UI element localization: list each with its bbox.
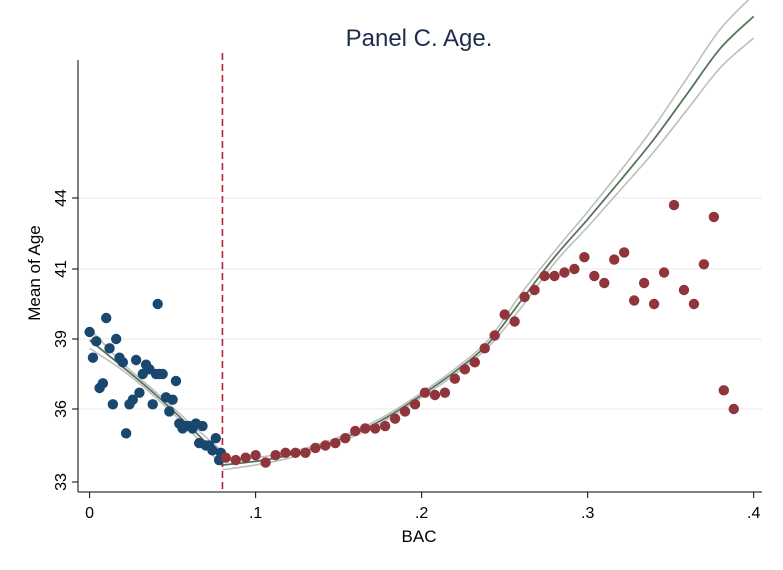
fit-line-left bbox=[89, 339, 224, 460]
data-point bbox=[429, 389, 441, 401]
data-point bbox=[110, 333, 122, 345]
y-axis-label: Mean of Age bbox=[25, 225, 44, 320]
data-point bbox=[330, 437, 341, 449]
data-point bbox=[549, 270, 560, 282]
chart-title: Panel C. Age. bbox=[346, 25, 493, 52]
data-point bbox=[708, 211, 720, 223]
data-point bbox=[260, 457, 271, 468]
data-point bbox=[147, 399, 158, 410]
data-point bbox=[379, 420, 391, 432]
data-point bbox=[369, 423, 381, 434]
data-point bbox=[300, 447, 311, 458]
data-point bbox=[152, 298, 163, 310]
data-point bbox=[350, 425, 361, 437]
data-point bbox=[360, 423, 371, 434]
data-point bbox=[678, 284, 690, 296]
data-point bbox=[619, 247, 630, 258]
data-point bbox=[320, 440, 331, 451]
data-point bbox=[107, 399, 119, 410]
data-point bbox=[489, 330, 500, 341]
data-point bbox=[529, 284, 540, 296]
data-point bbox=[230, 454, 241, 466]
data-point bbox=[170, 375, 182, 387]
data-point bbox=[389, 413, 401, 424]
data-point bbox=[97, 378, 109, 389]
data-point bbox=[519, 291, 530, 303]
x-tick-label: .1 bbox=[249, 505, 262, 522]
data-point bbox=[120, 428, 132, 439]
data-point bbox=[127, 394, 138, 405]
data-points bbox=[84, 199, 739, 468]
data-point bbox=[728, 403, 739, 415]
data-point bbox=[609, 254, 620, 265]
y-tick-label: 44 bbox=[53, 189, 70, 207]
gridlines bbox=[78, 197, 762, 410]
data-point bbox=[130, 354, 142, 366]
data-point bbox=[240, 452, 251, 463]
x-tick-label: .2 bbox=[415, 505, 428, 522]
y-tick-label: 41 bbox=[53, 260, 70, 278]
data-point bbox=[419, 387, 431, 398]
data-point bbox=[84, 326, 95, 338]
data-point bbox=[479, 343, 490, 354]
data-point bbox=[569, 263, 580, 275]
data-point bbox=[310, 442, 321, 454]
data-point bbox=[589, 270, 600, 282]
data-point bbox=[157, 368, 168, 380]
data-point bbox=[409, 399, 421, 410]
y-tick-label: 36 bbox=[53, 400, 70, 418]
x-tick-label: 0 bbox=[85, 505, 94, 522]
data-point bbox=[539, 270, 550, 282]
data-point bbox=[207, 445, 218, 456]
data-point bbox=[220, 452, 231, 463]
data-point bbox=[509, 316, 520, 327]
data-point bbox=[698, 259, 710, 270]
data-point bbox=[399, 406, 411, 417]
data-point bbox=[718, 385, 730, 396]
data-point bbox=[648, 298, 660, 310]
data-point bbox=[91, 336, 102, 347]
y-axis-ticks: 33 36 39 41 44 bbox=[53, 189, 78, 491]
x-axis-label: BAC bbox=[402, 527, 437, 546]
data-point bbox=[599, 277, 610, 289]
data-point bbox=[270, 450, 281, 461]
data-point bbox=[290, 447, 301, 458]
data-point bbox=[579, 251, 590, 263]
x-axis-ticks: 0 .1 .2 .3 .4 bbox=[85, 492, 760, 522]
data-point bbox=[197, 420, 208, 432]
data-point bbox=[499, 309, 510, 320]
data-point bbox=[117, 357, 129, 368]
data-point bbox=[459, 364, 471, 375]
data-point bbox=[210, 433, 221, 444]
data-point bbox=[628, 295, 640, 306]
data-point bbox=[340, 433, 351, 444]
data-point bbox=[164, 406, 175, 417]
data-point bbox=[104, 343, 115, 354]
x-tick-label: .4 bbox=[747, 505, 760, 522]
data-point bbox=[638, 277, 650, 289]
x-tick-label: .3 bbox=[581, 505, 594, 522]
data-point bbox=[658, 267, 670, 278]
y-tick-label: 33 bbox=[53, 473, 70, 491]
data-point bbox=[280, 447, 291, 458]
data-point bbox=[688, 298, 700, 310]
data-point bbox=[101, 312, 112, 324]
data-point bbox=[87, 352, 99, 363]
data-point bbox=[134, 387, 145, 398]
data-point bbox=[559, 267, 570, 278]
data-point bbox=[668, 199, 680, 211]
data-point bbox=[167, 394, 178, 405]
y-tick-label: 39 bbox=[53, 330, 70, 348]
data-point bbox=[449, 373, 461, 384]
data-point bbox=[250, 450, 261, 461]
data-point bbox=[439, 387, 451, 398]
data-point bbox=[469, 357, 480, 368]
